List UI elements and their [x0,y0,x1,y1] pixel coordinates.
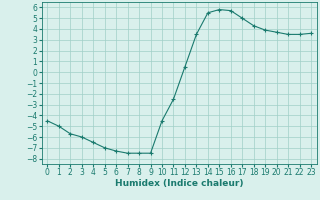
X-axis label: Humidex (Indice chaleur): Humidex (Indice chaleur) [115,179,244,188]
